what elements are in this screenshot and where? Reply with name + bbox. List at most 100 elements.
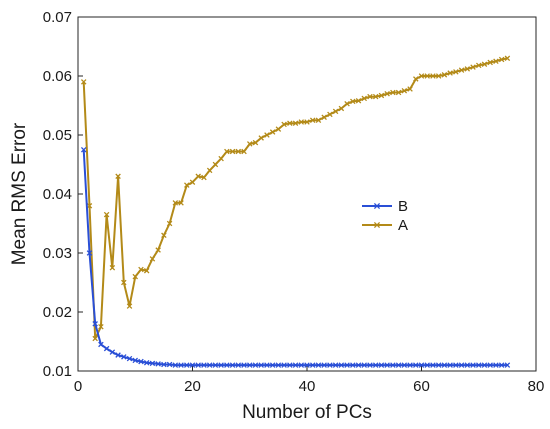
legend-marker [373, 202, 381, 210]
legend-item-b: B [362, 198, 408, 215]
data-point [327, 362, 333, 368]
data-point [224, 362, 230, 368]
data-point [498, 362, 505, 368]
x-axis-label: Number of PCs [242, 402, 372, 423]
data-point [212, 362, 219, 368]
data-point [252, 362, 259, 368]
data-point [504, 55, 511, 62]
data-point [350, 98, 356, 105]
data-point [246, 141, 253, 147]
data-point [475, 62, 482, 69]
data-point [475, 362, 482, 368]
x-tick-label: 20 [184, 378, 201, 395]
data-point [304, 119, 310, 125]
data-point [92, 335, 98, 342]
x-tick-label: 60 [413, 378, 430, 395]
data-point [138, 266, 144, 273]
x-tick-label: 40 [299, 378, 316, 395]
data-point [321, 362, 327, 368]
data-point [424, 73, 430, 79]
data-point [481, 61, 488, 67]
data-point [298, 119, 305, 125]
data-point [143, 267, 150, 274]
data-point [166, 361, 173, 368]
data-point [453, 362, 459, 368]
data-point [401, 362, 408, 368]
data-point [155, 361, 161, 367]
data-point [424, 362, 430, 368]
data-point [172, 362, 179, 368]
data-point [184, 362, 190, 368]
data-point [264, 362, 270, 368]
data-point [367, 362, 373, 368]
data-point [80, 79, 87, 85]
data-point [149, 256, 156, 262]
data-point [241, 362, 247, 368]
data-point [98, 341, 104, 348]
data-point [453, 69, 459, 75]
data-point [121, 354, 127, 360]
data-point [178, 200, 184, 206]
y-axis-label: Mean RMS Error [9, 122, 30, 265]
data-point [109, 349, 116, 355]
data-point [86, 250, 93, 256]
data-point [161, 232, 167, 239]
data-point [315, 362, 322, 368]
data-point [395, 89, 402, 96]
data-point [361, 362, 368, 368]
data-point [189, 362, 196, 368]
data-point [458, 67, 465, 73]
data-point [98, 323, 104, 330]
data-point [218, 155, 224, 162]
data-point [350, 362, 356, 368]
data-point [103, 345, 110, 352]
data-point [103, 211, 110, 218]
y-tick-label: 0.01 [43, 363, 72, 380]
data-point [126, 355, 133, 362]
data-point [109, 264, 116, 271]
series-b [80, 146, 511, 368]
data-point [418, 362, 425, 368]
data-point [132, 273, 139, 280]
data-point [407, 86, 413, 92]
data-point [275, 126, 282, 132]
data-point [487, 362, 493, 368]
data-point [464, 66, 471, 72]
data-point [367, 93, 373, 100]
data-point [80, 146, 87, 153]
data-point [201, 362, 207, 368]
data-point [390, 89, 396, 96]
data-point [269, 362, 276, 368]
data-point [115, 352, 121, 358]
data-point [161, 361, 167, 368]
data-point [206, 167, 213, 174]
data-point [332, 362, 339, 368]
data-point [464, 362, 471, 368]
data-point [132, 357, 139, 364]
data-point [304, 362, 310, 368]
data-point [275, 362, 282, 368]
data-point [115, 173, 121, 180]
data-point [344, 362, 350, 368]
data-point [418, 73, 425, 79]
x-tick-label: 0 [74, 378, 82, 395]
data-point [235, 362, 242, 368]
data-point [298, 362, 305, 368]
x-ticks: 0 20 40 60 80 [74, 366, 544, 395]
data-point [264, 132, 270, 138]
series-layer [80, 55, 511, 368]
data-point [121, 279, 127, 286]
data-point [149, 360, 156, 367]
data-point [355, 362, 362, 368]
legend-label: B [398, 198, 408, 215]
data-point [355, 98, 362, 104]
y-tick-label: 0.06 [43, 68, 72, 85]
data-point [195, 173, 201, 180]
data-point [92, 321, 98, 327]
data-point [361, 95, 368, 102]
data-point [287, 120, 293, 126]
legend-label: A [398, 217, 408, 234]
data-point [430, 362, 436, 368]
data-point [206, 362, 213, 368]
